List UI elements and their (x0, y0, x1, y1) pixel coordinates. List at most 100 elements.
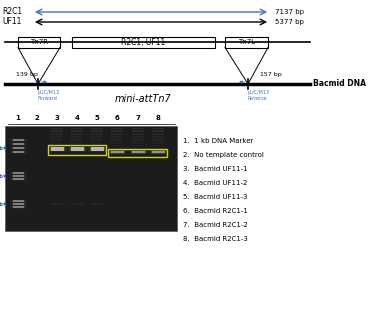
Bar (91, 138, 103, 140)
Bar (132, 138, 144, 140)
Text: 1 kb: 1 kb (0, 202, 3, 207)
Bar (111, 144, 123, 146)
Bar (48, 145, 106, 155)
Bar (67, 146, 86, 152)
Bar (51, 128, 63, 129)
Bar (50, 203, 64, 205)
Text: pUC/M13
Forward: pUC/M13 Forward (37, 90, 59, 101)
Bar (149, 150, 166, 154)
Text: 3.  Bacmid UF11-1: 3. Bacmid UF11-1 (183, 166, 248, 172)
Text: pUC/M13
Reverse: pUC/M13 Reverse (247, 90, 269, 101)
Bar (111, 137, 123, 138)
Bar (88, 146, 106, 152)
Bar (152, 143, 164, 144)
Bar (51, 144, 63, 146)
Bar (10, 146, 26, 150)
Bar (47, 146, 67, 152)
Bar (132, 134, 144, 135)
Bar (132, 144, 144, 146)
Text: 2: 2 (35, 115, 39, 121)
Bar (71, 138, 83, 140)
Text: 7: 7 (135, 115, 141, 121)
Text: 3: 3 (54, 115, 60, 121)
Bar (132, 132, 144, 134)
Bar (111, 134, 123, 135)
Bar (109, 150, 125, 154)
Bar (11, 139, 25, 141)
Bar (152, 138, 164, 140)
Bar (111, 129, 123, 131)
Text: 8.  Bacmid R2C1-3: 8. Bacmid R2C1-3 (183, 236, 248, 242)
Bar (50, 147, 64, 151)
Bar (10, 138, 26, 141)
Bar (51, 131, 63, 132)
Bar (132, 140, 144, 141)
Text: 139 bp: 139 bp (15, 72, 38, 77)
Bar (91, 134, 103, 135)
Bar (49, 203, 66, 205)
Bar (71, 146, 83, 147)
Bar (50, 147, 64, 151)
Bar (71, 131, 83, 132)
Text: 1: 1 (15, 115, 21, 121)
Text: Tn7L: Tn7L (238, 39, 255, 45)
Bar (13, 148, 24, 149)
Bar (152, 131, 164, 132)
Bar (10, 151, 26, 154)
Bar (91, 137, 103, 138)
Text: 5377 bp: 5377 bp (275, 19, 304, 25)
Bar (107, 150, 127, 154)
Bar (225, 37, 268, 47)
Text: 7.  Bacmid R2C1-2: 7. Bacmid R2C1-2 (183, 222, 248, 228)
Bar (10, 174, 26, 177)
Text: 2 kb: 2 kb (0, 173, 3, 178)
Bar (11, 178, 25, 180)
Bar (13, 152, 24, 153)
Bar (91, 203, 103, 205)
Bar (11, 139, 25, 141)
Bar (111, 146, 123, 147)
Bar (11, 151, 25, 153)
Bar (10, 206, 26, 209)
Bar (11, 172, 25, 174)
Text: 8: 8 (156, 115, 160, 121)
Bar (71, 135, 83, 137)
Bar (152, 151, 164, 153)
Bar (131, 151, 145, 154)
Bar (13, 178, 24, 180)
Bar (51, 129, 63, 131)
Bar (152, 134, 164, 135)
Bar (111, 138, 123, 140)
Bar (71, 129, 83, 131)
Bar (151, 151, 166, 154)
Text: R2C1: R2C1 (2, 7, 22, 16)
Bar (51, 141, 63, 143)
Bar (152, 141, 164, 143)
Text: 4.  Bacmid UF11-2: 4. Bacmid UF11-2 (183, 180, 247, 186)
Bar (70, 147, 85, 151)
Text: 157 bp: 157 bp (260, 72, 282, 77)
Bar (91, 132, 103, 134)
Bar (51, 146, 63, 147)
Bar (71, 134, 83, 135)
Bar (13, 175, 24, 177)
Bar (68, 203, 85, 205)
Bar (47, 202, 67, 206)
Bar (128, 150, 148, 154)
Bar (51, 134, 63, 135)
Bar (132, 143, 144, 144)
Bar (11, 206, 25, 208)
Bar (88, 203, 106, 205)
Bar (111, 143, 123, 144)
Bar (71, 144, 83, 146)
Bar (10, 203, 26, 206)
Bar (91, 140, 103, 141)
Text: 4: 4 (74, 115, 79, 121)
Bar (13, 172, 24, 174)
Bar (11, 200, 25, 202)
Bar (91, 144, 103, 146)
Bar (11, 206, 25, 208)
Bar (11, 143, 25, 145)
Bar (13, 143, 24, 144)
Bar (91, 141, 103, 143)
